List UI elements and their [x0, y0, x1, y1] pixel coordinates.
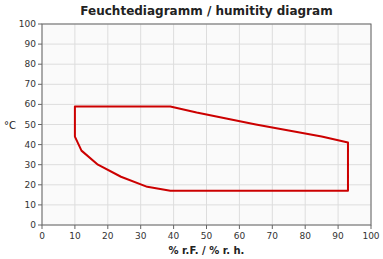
x-tick	[371, 225, 372, 229]
x-axis-label: % r.F. / % r. h.	[169, 245, 245, 256]
x-tick-label: 20	[102, 231, 114, 241]
curve	[75, 106, 348, 190]
chart-container: 0 10 20 30 40 50 60 70 80 90 100 0 10 20 30 40 50 60 70 80 9…	[0, 0, 383, 259]
axes: 0 10 20 30 40 50 60 70 80 90 100 0 10 20 30 40 50 60 70 80 9…	[19, 19, 380, 241]
x-tick-label: 30	[135, 231, 147, 241]
y-grid-line	[42, 124, 371, 125]
x-tick-label: 70	[267, 231, 279, 241]
y-tick-label: 100	[19, 19, 36, 29]
y-tick-label: 90	[25, 39, 37, 49]
y-grid-line	[42, 104, 371, 105]
y-tick	[38, 144, 42, 145]
y-tick	[38, 24, 42, 25]
y-tick-label: 50	[25, 120, 37, 130]
x-tick	[140, 225, 141, 229]
y-grid-line	[42, 144, 371, 145]
y-tick	[38, 64, 42, 65]
chart: 0 10 20 30 40 50 60 70 80 90 100 0 10 20 30 40 50 60 70 80 9…	[0, 0, 383, 259]
y-tick	[38, 104, 42, 105]
x-tick	[305, 225, 306, 229]
y-axis-label: °C	[4, 120, 16, 131]
x-tick-label: 90	[332, 231, 344, 241]
y-tick-label: 10	[25, 200, 37, 210]
x-tick	[239, 225, 240, 229]
y-tick-label: 80	[25, 59, 37, 69]
x-tick-label: 0	[39, 231, 45, 241]
y-tick	[38, 84, 42, 85]
title: Feuchtediagramm / humitity diagram	[80, 4, 332, 18]
y-tick-label: 70	[25, 79, 37, 89]
y-tick	[38, 204, 42, 205]
y-tick-label: 60	[25, 99, 37, 109]
x-tick-label: 60	[234, 231, 246, 241]
y-grid-line	[42, 164, 371, 165]
y-tick-label: 0	[30, 220, 36, 230]
x-tick	[272, 225, 273, 229]
y-grid-line	[42, 84, 371, 85]
y-tick	[38, 124, 42, 125]
y-tick-label: 40	[25, 140, 37, 150]
y-grid-line	[42, 64, 371, 65]
x-tick	[107, 225, 108, 229]
x-tick	[42, 225, 43, 229]
x-tick-label: 50	[201, 231, 213, 241]
x-tick-label: 100	[362, 231, 379, 241]
plot-frame	[42, 24, 371, 225]
x-tick	[206, 225, 207, 229]
x-tick	[338, 225, 339, 229]
y-tick	[38, 225, 42, 226]
y-tick	[38, 44, 42, 45]
y-grid-line	[42, 44, 371, 45]
x-tick-label: 80	[299, 231, 311, 241]
plot-background	[42, 24, 371, 225]
x-tick-label: 40	[168, 231, 180, 241]
y-tick	[38, 184, 42, 185]
grid	[42, 24, 371, 225]
x-tick	[173, 225, 174, 229]
x-tick-label: 10	[69, 231, 81, 241]
y-grid-line	[42, 184, 371, 185]
x-tick	[74, 225, 75, 229]
y-tick	[38, 164, 42, 165]
y-tick-label: 30	[25, 160, 37, 170]
y-grid-line	[42, 204, 371, 205]
data-layer	[75, 106, 348, 190]
y-tick-label: 20	[25, 180, 37, 190]
